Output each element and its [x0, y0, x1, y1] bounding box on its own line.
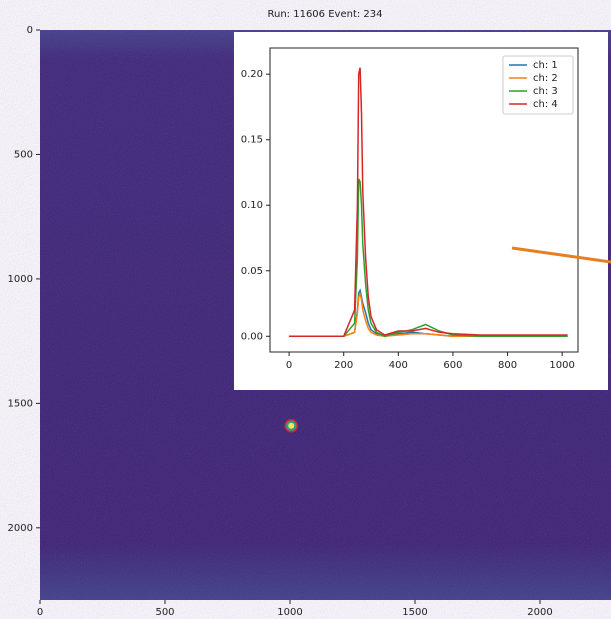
hit-spot — [288, 422, 295, 429]
x-tick-label: 400 — [389, 360, 408, 371]
legend-label: ch: 2 — [533, 73, 558, 84]
legend-box — [502, 55, 574, 115]
y-tick-label: 0.00 — [241, 331, 263, 342]
x-tick-label: 1000 — [549, 360, 574, 371]
series-line — [289, 67, 568, 338]
pointer-line — [511, 246, 611, 264]
y-tick-label: 2000 — [8, 523, 33, 534]
legend-label: ch: 4 — [533, 99, 558, 110]
y-tick-label: 0.10 — [241, 200, 263, 211]
y-tick-label: 0.05 — [241, 266, 263, 277]
y-tick-label: 1500 — [8, 398, 33, 409]
x-tick-label: 800 — [498, 360, 517, 371]
y-tick-label: 0.20 — [241, 69, 263, 80]
series-line — [289, 292, 568, 338]
x-tick-label: 1000 — [277, 607, 302, 618]
x-tick-label: 0 — [37, 607, 43, 618]
y-tick-label: 1000 — [8, 274, 33, 285]
x-tick-label: 2000 — [527, 607, 552, 618]
x-tick-label: 600 — [443, 360, 462, 371]
legend-label: ch: 1 — [533, 60, 558, 71]
x-tick-label: 500 — [155, 607, 174, 618]
inset-axes: 0 200 400 600 800 1000 0.00 0.05 0.10 0.15 0.20 ch:… — [241, 55, 575, 371]
y-tick-label: 0 — [27, 25, 33, 36]
x-tick-label: 200 — [334, 360, 353, 371]
inset-frame — [269, 47, 579, 353]
series-line — [289, 178, 568, 338]
x-tick-label: 1500 — [402, 607, 427, 618]
x-tick-label: 0 — [286, 360, 292, 371]
legend-label: ch: 3 — [533, 86, 558, 97]
chart-title: Run: 11606 Event: 234 — [268, 9, 383, 20]
y-tick-label: 0.15 — [241, 135, 263, 146]
y-tick-label: 500 — [14, 149, 33, 160]
